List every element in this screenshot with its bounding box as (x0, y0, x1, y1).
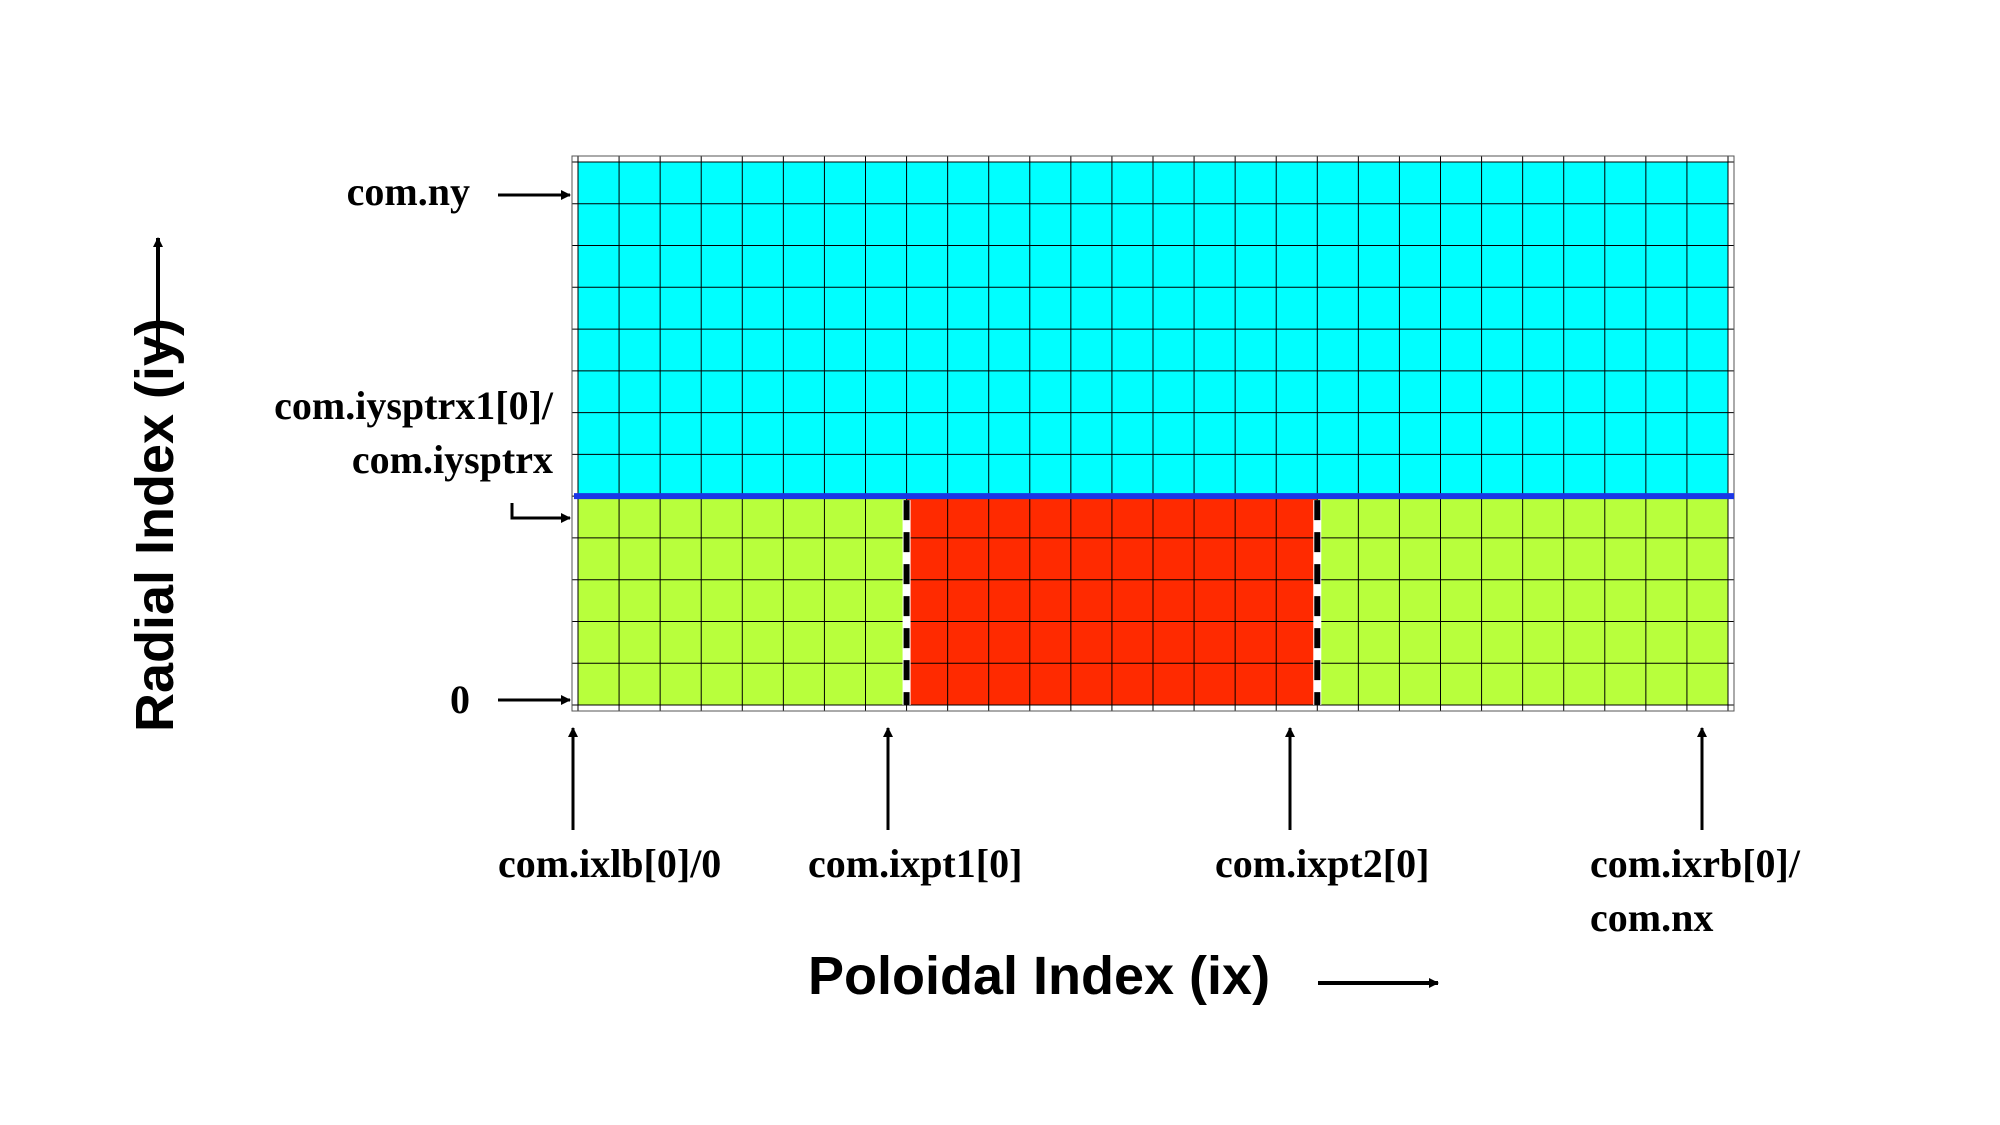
x-marker-ixrb-line1: com.ixrb[0]/ (1590, 841, 1800, 886)
y-marker-iysptrx-line2: com.iysptrx (351, 437, 553, 482)
x-marker-nx: com.nx (1590, 895, 1714, 940)
x-axis-title: Poloidal Index (ix) (808, 946, 1271, 1006)
y-marker-iysptrx-line1: com.iysptrx1[0]/ (274, 383, 553, 428)
y-marker-zero: 0 (450, 677, 470, 722)
x-marker-ixpt1: com.ixpt1[0] (808, 841, 1023, 886)
arrows-layer (153, 190, 1707, 988)
grid-lines (571, 155, 1735, 712)
x-marker-ixlb: com.ixlb[0]/0 (498, 841, 722, 886)
separatrix-layer (574, 493, 1734, 705)
x-marker-ixpt2: com.ixpt2[0] (1215, 841, 1430, 886)
arrow-iysptrx (510, 503, 571, 523)
y-axis-title: Radial Index (iy) (125, 317, 185, 733)
y-marker-ny: com.ny (346, 169, 470, 214)
grid-outer-frame (571, 155, 1735, 712)
